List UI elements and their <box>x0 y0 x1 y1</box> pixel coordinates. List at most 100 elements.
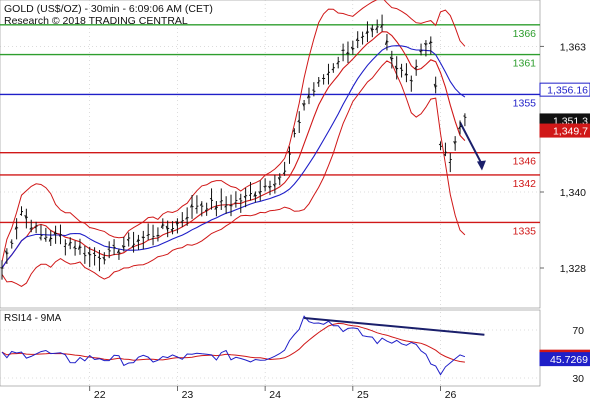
rsi-panel <box>0 309 541 387</box>
price-bar-open <box>414 66 417 70</box>
price-bar-open <box>39 237 42 239</box>
price-bar-open <box>190 203 193 208</box>
level-label: 1355 <box>513 97 537 109</box>
price-bar-open <box>126 238 130 242</box>
price-bar-open <box>268 185 271 189</box>
price-bar-open <box>263 185 266 188</box>
price-bar-open <box>438 143 441 146</box>
price-bar-open <box>375 26 378 31</box>
price-bar-open <box>399 67 402 70</box>
level-label: 1346 <box>513 156 537 168</box>
price-bar-open <box>14 225 18 230</box>
price-bar-open <box>355 37 359 41</box>
date-axis: 22 23 24 25 26 <box>89 386 457 400</box>
price-bar-open <box>131 244 134 248</box>
price-bar-open <box>204 209 207 212</box>
rsi-ma-line <box>1 322 465 363</box>
date-tick-label: 26 <box>445 389 457 400</box>
price-bar-open <box>97 256 100 259</box>
price-badge-box <box>539 82 590 97</box>
date-tick-label: 25 <box>357 389 369 400</box>
rsi-label: RSI14 - 9MA <box>4 313 62 324</box>
date-tick-label: 24 <box>269 389 281 400</box>
price-bar-open <box>48 236 52 242</box>
price-bar-open <box>346 51 349 55</box>
rsi-tick-label: 70 <box>572 325 584 337</box>
price-bar-open <box>121 245 125 249</box>
date-tick-label: 22 <box>94 389 106 400</box>
price-bar-open <box>141 236 144 239</box>
price-bar-open <box>175 220 178 227</box>
moving-averages <box>1 31 466 269</box>
price-bar-open <box>165 225 169 232</box>
price-bar-open <box>185 216 188 220</box>
price-bar-open <box>102 256 105 260</box>
price-bar-open <box>224 205 227 208</box>
level-label: 1361 <box>513 58 537 70</box>
forecast-arrowhead <box>476 160 486 171</box>
price-bar-open <box>87 252 91 256</box>
grid <box>0 0 540 386</box>
price-bar-open <box>0 267 3 269</box>
price-badge-box <box>539 123 590 138</box>
level-label: 1366 <box>513 28 537 40</box>
price-axis: 1,363 1,340 1,328 70 30 <box>540 41 586 385</box>
price-bar-open <box>443 153 446 156</box>
price-bar-open <box>297 119 300 123</box>
price-bar-open <box>214 205 217 210</box>
forecast-arrow <box>459 121 483 165</box>
price-bar-open <box>156 234 159 237</box>
price-bar-open <box>433 83 437 89</box>
price-bar-open <box>136 238 139 243</box>
price-bar-open <box>180 221 183 223</box>
price-bar-open <box>238 197 242 200</box>
price-bar-open <box>82 252 86 255</box>
price-bar-open <box>68 241 71 246</box>
price-bar-open <box>302 103 305 107</box>
price-bar-open <box>243 195 247 199</box>
date-tick-label: 23 <box>182 389 194 400</box>
price-bar-open <box>394 65 398 71</box>
price-bar-open <box>277 177 281 181</box>
price-bar-open <box>292 130 295 132</box>
price-bar-open <box>4 250 8 255</box>
price-bar-open <box>287 150 290 153</box>
price-bar-open <box>282 172 285 175</box>
price-bar-open <box>336 61 339 65</box>
price-bar-open <box>389 56 393 62</box>
price-bar-open <box>458 126 461 130</box>
price-bar-open <box>195 207 198 210</box>
price-bar-open <box>384 39 388 45</box>
lower-band <box>1 60 466 287</box>
price-bar-open <box>112 244 115 247</box>
price-bar-open <box>419 50 422 53</box>
price-bar-open <box>58 235 61 237</box>
price-bar-open <box>199 202 203 206</box>
rsi-lines <box>1 315 485 376</box>
price-bar-open <box>424 42 427 46</box>
chart-title: GOLD (US$/OZ) - 30min - 6:09:06 AM (CET) <box>4 3 213 15</box>
price-bar-open <box>350 46 354 51</box>
price-badge: 1,356.16 <box>547 85 588 97</box>
rsi-badge-box <box>539 352 590 367</box>
price-bar-open <box>24 214 27 220</box>
price-tick-label: 1,328 <box>560 263 586 275</box>
price-bar-open <box>370 27 373 33</box>
rsi-line <box>1 315 466 376</box>
price-bar-open <box>29 227 32 230</box>
price-bar-open <box>365 30 368 35</box>
price-bar-open <box>307 94 310 99</box>
price-bar-open <box>73 245 76 249</box>
price-bar-open <box>77 244 81 250</box>
fast-ma-line <box>1 31 466 269</box>
bollinger-bands <box>1 0 466 287</box>
price-bar-open <box>116 249 120 254</box>
price-bar-open <box>258 191 261 195</box>
price-bar-open <box>428 40 432 45</box>
price-bar-open <box>326 72 329 76</box>
upper-band <box>1 0 466 262</box>
rsi-tick-label: 30 <box>572 373 584 385</box>
copyright: Research © 2018 TRADING CENTRAL <box>4 15 188 27</box>
price-badge: 1,349.7 <box>553 126 588 138</box>
